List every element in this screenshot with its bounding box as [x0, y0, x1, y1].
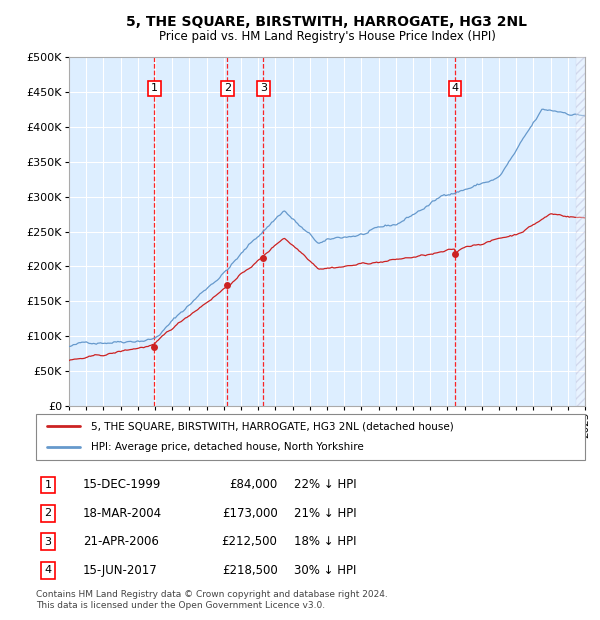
- Text: 5, THE SQUARE, BIRSTWITH, HARROGATE, HG3 2NL (detached house): 5, THE SQUARE, BIRSTWITH, HARROGATE, HG3…: [91, 421, 454, 431]
- Text: 4: 4: [44, 565, 52, 575]
- Text: HPI: Average price, detached house, North Yorkshire: HPI: Average price, detached house, Nort…: [91, 443, 364, 453]
- Text: This data is licensed under the Open Government Licence v3.0.: This data is licensed under the Open Gov…: [36, 601, 325, 611]
- Text: £84,000: £84,000: [229, 479, 278, 492]
- Text: 15-DEC-1999: 15-DEC-1999: [83, 479, 161, 492]
- Text: 3: 3: [260, 84, 267, 94]
- Text: 21-APR-2006: 21-APR-2006: [83, 535, 158, 548]
- Text: 4: 4: [452, 84, 459, 94]
- Text: 15-JUN-2017: 15-JUN-2017: [83, 564, 157, 577]
- Text: 22% ↓ HPI: 22% ↓ HPI: [294, 479, 356, 492]
- Text: 21% ↓ HPI: 21% ↓ HPI: [294, 507, 356, 520]
- Text: 18-MAR-2004: 18-MAR-2004: [83, 507, 162, 520]
- Text: £212,500: £212,500: [221, 535, 278, 548]
- Text: 3: 3: [44, 537, 52, 547]
- Bar: [577, 57, 585, 406]
- Text: 2: 2: [224, 84, 231, 94]
- Text: £173,000: £173,000: [222, 507, 278, 520]
- Text: 30% ↓ HPI: 30% ↓ HPI: [294, 564, 356, 577]
- Text: Price paid vs. HM Land Registry's House Price Index (HPI): Price paid vs. HM Land Registry's House …: [158, 30, 496, 43]
- Text: Contains HM Land Registry data © Crown copyright and database right 2024.: Contains HM Land Registry data © Crown c…: [36, 590, 388, 600]
- Text: 1: 1: [44, 480, 52, 490]
- Text: 1: 1: [151, 84, 158, 94]
- Text: £218,500: £218,500: [222, 564, 278, 577]
- Text: 5, THE SQUARE, BIRSTWITH, HARROGATE, HG3 2NL: 5, THE SQUARE, BIRSTWITH, HARROGATE, HG3…: [127, 16, 527, 30]
- Text: 2: 2: [44, 508, 52, 518]
- Text: 18% ↓ HPI: 18% ↓ HPI: [294, 535, 356, 548]
